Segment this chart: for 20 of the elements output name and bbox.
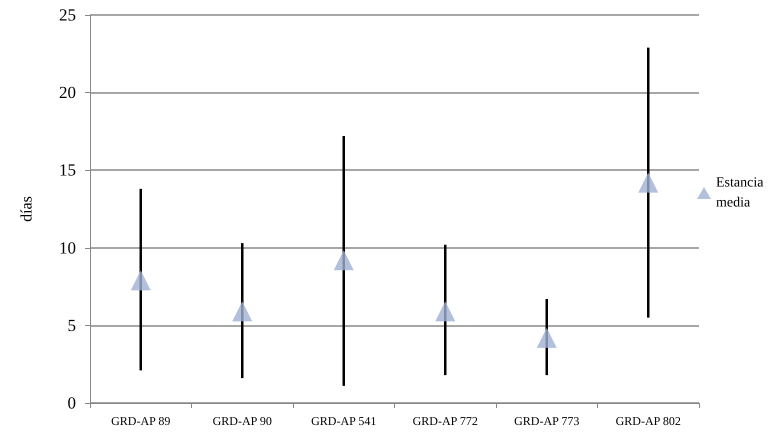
y-tick-label: 25 (59, 6, 76, 24)
y-tick-label: 20 (59, 83, 76, 102)
y-tick-label: 5 (68, 316, 76, 335)
x-tick-label: GRD-AP 773 (514, 414, 580, 428)
y-axis-title: días (18, 196, 36, 222)
y-tick-label: 10 (59, 238, 76, 258)
point (638, 172, 658, 193)
x-tick-label: GRD-AP 541 (311, 414, 376, 428)
legend-label: Estancia media (716, 176, 767, 210)
x-tick-label: GRD-AP 772 (412, 414, 478, 428)
point (536, 328, 557, 348)
point (130, 270, 151, 290)
x-tick-label: GRD-AP 90 (212, 414, 272, 428)
point (232, 301, 252, 322)
y-tick-label: 0 (68, 394, 76, 412)
point (435, 301, 456, 322)
x-tick-label: GRD-AP 802 (616, 414, 681, 428)
point (334, 250, 354, 270)
x-tick-label: GRD-AP 89 (111, 414, 170, 428)
y-tick-label: 15 (59, 160, 76, 180)
